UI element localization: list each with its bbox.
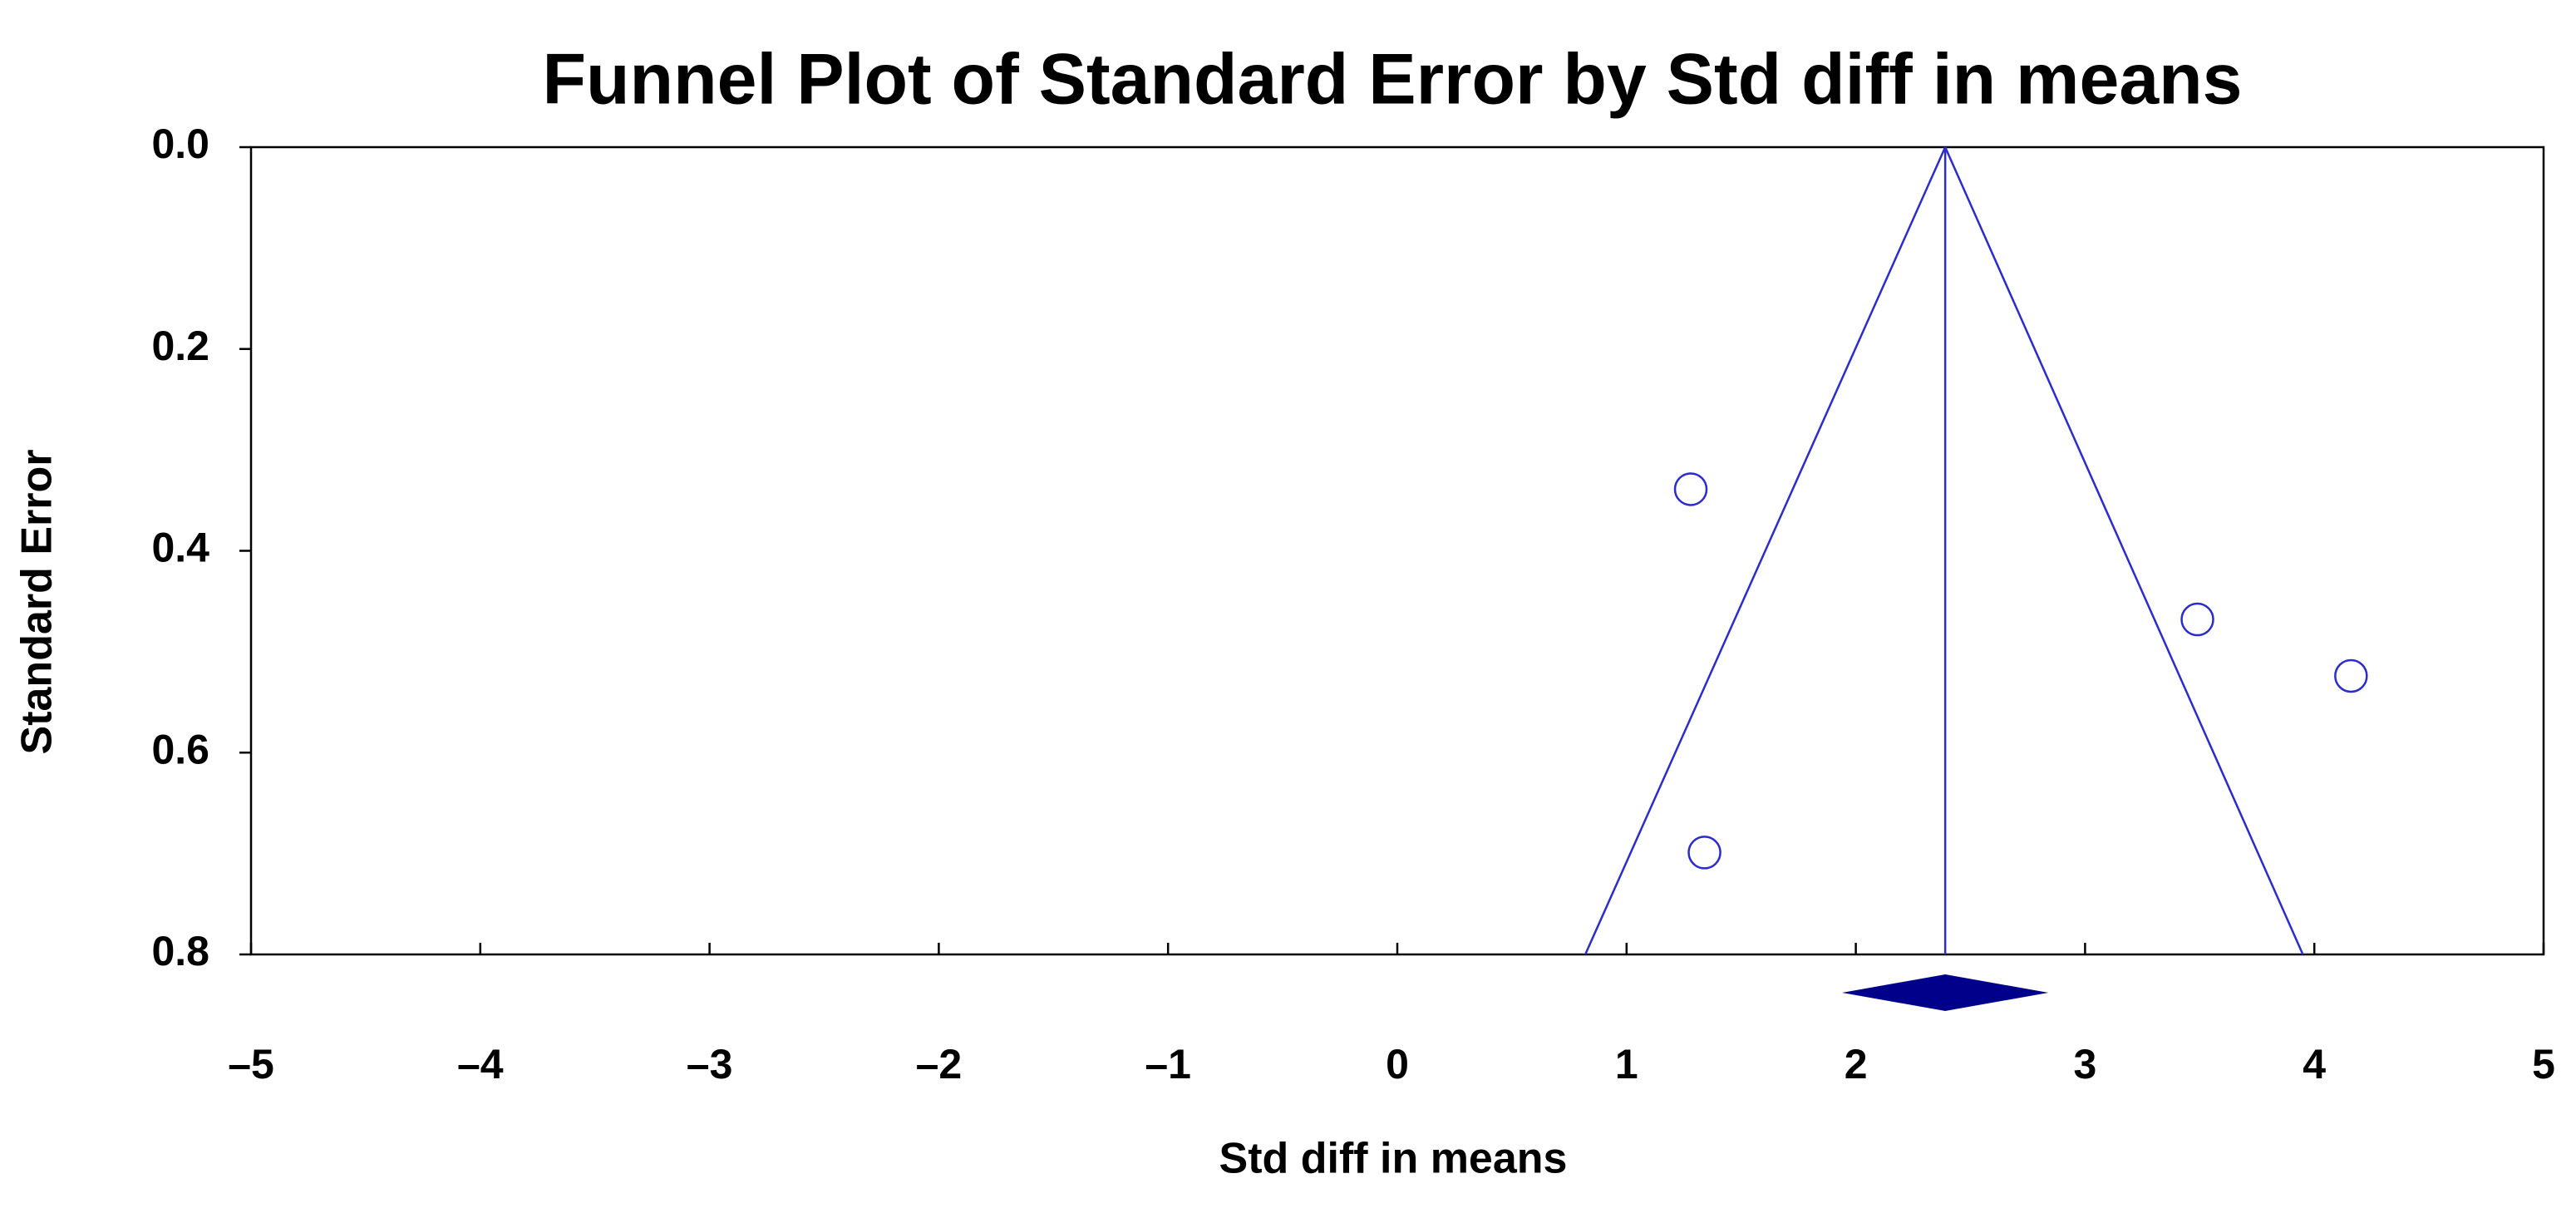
x-tick-label: 0 bbox=[1386, 1041, 1409, 1087]
x-tick-label: –4 bbox=[457, 1041, 504, 1087]
y-tick-label: 0.6 bbox=[151, 726, 209, 772]
x-tick-label: –3 bbox=[687, 1041, 733, 1087]
study-point bbox=[1673, 472, 1708, 506]
x-tick-label: 5 bbox=[2532, 1041, 2555, 1087]
summary-diamond bbox=[1842, 974, 2049, 1011]
chart-title: Funnel Plot of Standard Error by Std dif… bbox=[542, 40, 2242, 120]
funnel-right bbox=[1944, 146, 2304, 955]
y-tick-label: 0.4 bbox=[151, 525, 209, 571]
y-tick-label: 0.8 bbox=[151, 928, 209, 974]
x-axis-title: Std diff in means bbox=[1219, 1135, 1568, 1183]
study-point bbox=[1687, 836, 1721, 870]
study-point bbox=[2180, 602, 2214, 637]
x-tick-label: –2 bbox=[916, 1041, 963, 1087]
study-point bbox=[2334, 658, 2368, 693]
x-tick-label: 4 bbox=[2303, 1041, 2326, 1087]
plot-frame bbox=[249, 145, 2545, 956]
y-tick-label: 0.2 bbox=[151, 323, 209, 369]
y-axis-title: Standard Error bbox=[13, 450, 62, 755]
x-tick-label: –1 bbox=[1145, 1041, 1191, 1087]
x-tick-label: –5 bbox=[228, 1041, 274, 1087]
x-tick-label: 1 bbox=[1615, 1041, 1638, 1087]
y-tick-label: 0.0 bbox=[151, 121, 209, 167]
x-tick-label: 3 bbox=[2073, 1041, 2096, 1087]
x-tick-label: 2 bbox=[1845, 1041, 1868, 1087]
funnel-left bbox=[1584, 146, 1947, 955]
